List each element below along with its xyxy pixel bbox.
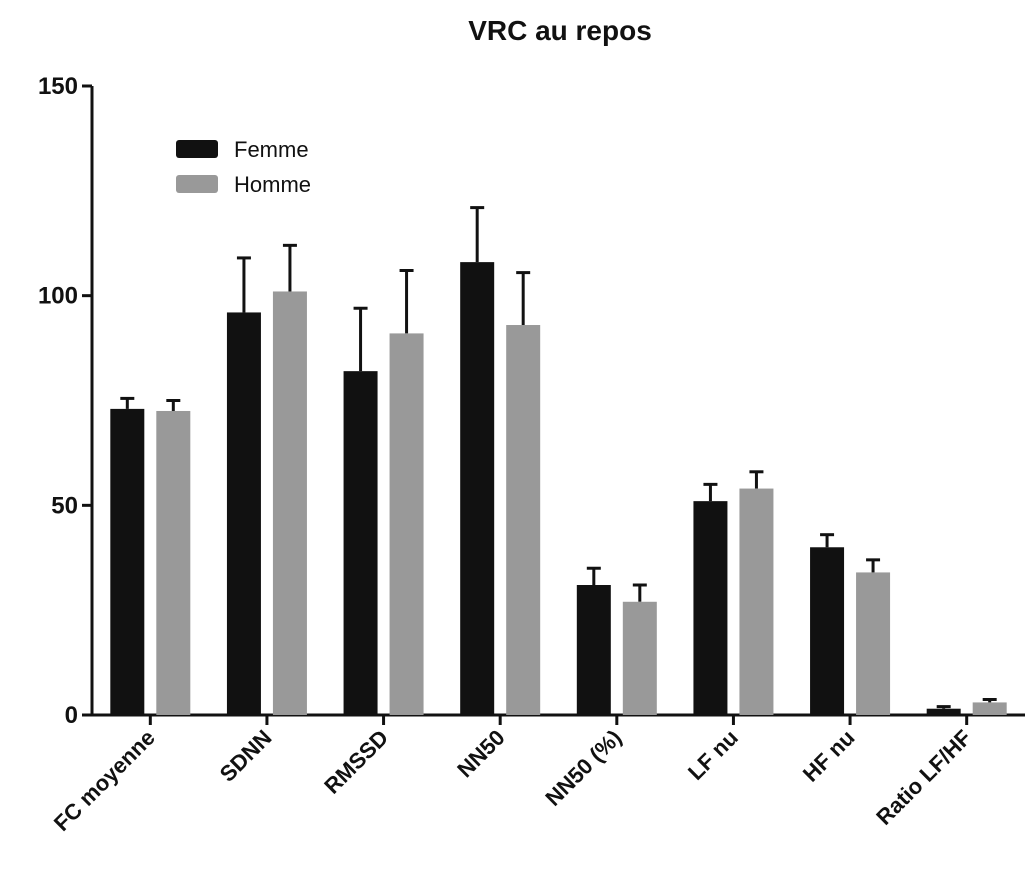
y-tick-label: 100 [38,283,78,310]
chart-title: VRC au repos [468,15,652,46]
x-tick-label: NN50 [452,725,509,782]
bar [110,408,145,715]
legend-swatch [176,175,218,193]
bar [272,291,307,715]
x-tick-label: NN50 (%) [540,725,626,811]
y-tick-label: 50 [51,492,78,519]
y-tick-label: 0 [65,702,78,729]
bar [622,601,657,715]
x-tick-label: SDNN [215,725,277,787]
bar [389,333,424,715]
x-tick-label: LF nu [683,725,743,785]
bar [156,410,191,715]
x-tick-label: FC moyenne [49,725,160,836]
legend-swatch [176,140,218,158]
bar [693,501,728,715]
bar [926,708,961,715]
legend-label: Femme [234,137,309,162]
bar [343,371,378,715]
bar [460,262,495,715]
x-tick-label: Ratio LF/HF [871,725,976,830]
x-tick-label: RMSSD [319,725,393,799]
bar [226,312,261,715]
bar [739,488,774,715]
bar [810,547,845,715]
bar [506,325,541,715]
legend: Femme Homme [176,137,311,197]
bar [576,585,611,715]
x-tick-label: HF nu [798,725,860,787]
bar [856,572,891,715]
bar [972,702,1007,715]
y-tick-label: 150 [38,73,78,100]
legend-label: Homme [234,172,311,197]
